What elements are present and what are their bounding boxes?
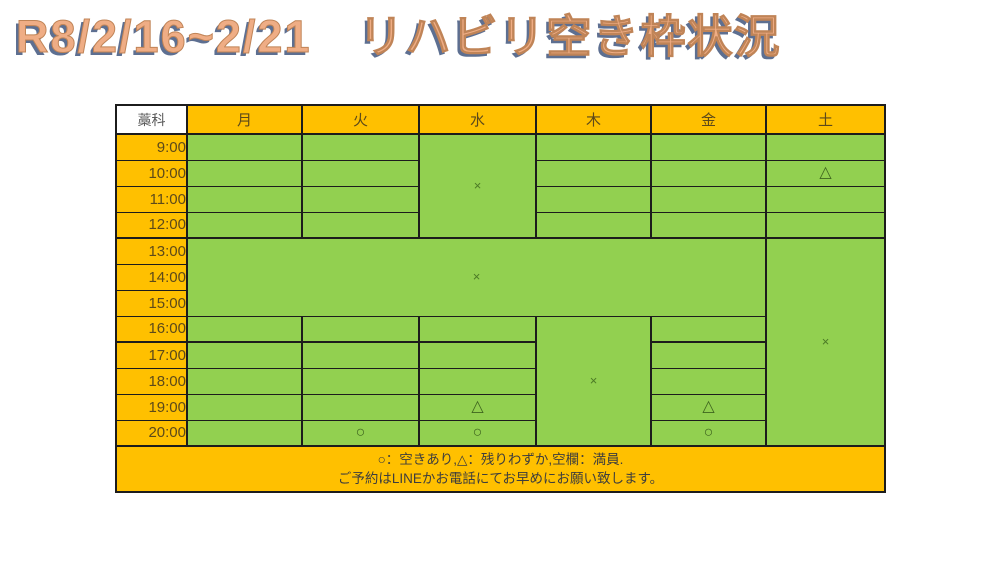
row-13:00: 13:00 × × [115, 237, 886, 447]
slot-19:00-day0 [186, 393, 303, 421]
availability-symbol: ○ [472, 423, 483, 441]
slot-10:00-day4 [650, 159, 767, 187]
time-label-10:00: 10:00 [115, 159, 188, 187]
legend-note: ○：空きあり,△：残りわずか,空欄：満員. ご予約はLINEかお電話にてお早めに… [115, 445, 886, 493]
slot-12:00-day5 [765, 211, 886, 239]
slot-12:00-day4 [650, 211, 767, 239]
slot-20:00-day0 [186, 419, 303, 447]
availability-symbol: △ [819, 164, 832, 181]
row-17:00: 17:00 [115, 341, 885, 369]
availability-symbol: △ [702, 398, 715, 415]
row-19:00: 19:00 △ △ [115, 393, 885, 421]
slot-20:00-day2: ○ [418, 419, 537, 447]
slot-9:00-day2: × [418, 133, 537, 239]
slot-19:00-day4: △ [650, 393, 767, 421]
booking-instruction-line: ご予約はLINEかお電話にてお早めにお願い致します。 [337, 471, 664, 486]
slot-17:00-day1 [301, 341, 420, 369]
row-14:00: 14:00 [115, 263, 885, 291]
availability-symbol: ○ [355, 423, 366, 441]
row-16:00: 16:00 × [115, 315, 885, 447]
schedule-table: 藁科 月火水木金土 9:00 × 10:00 △ 11:00 12:00 13:00 × × 14… [115, 104, 886, 493]
slot-18:00-day4 [650, 367, 767, 395]
time-label-18:00: 18:00 [115, 367, 188, 395]
slot-16:00-day4 [650, 315, 767, 343]
row-12:00: 12:00 [115, 211, 886, 239]
time-label-9:00: 9:00 [115, 133, 188, 161]
slot-9:00-day5 [765, 133, 886, 161]
time-label-19:00: 19:00 [115, 393, 188, 421]
slot-9:00-day3 [535, 133, 652, 161]
day-header-4: 金 [650, 104, 767, 135]
slot-18:00-day1 [301, 367, 420, 395]
legend-line: ○：空きあり,△：残りわずか,空欄：満員. [377, 452, 624, 467]
slot-12:00-day1 [301, 211, 420, 239]
slot-10:00-day5: △ [765, 159, 886, 187]
corner-label: 藁科 [115, 104, 188, 135]
time-label-20:00: 20:00 [115, 419, 188, 447]
day-header-5: 土 [765, 104, 886, 135]
slot-11:00-day4 [650, 185, 767, 213]
slot-10:00-day3 [535, 159, 652, 187]
row-20:00: 20:00 ○ ○ ○ [115, 419, 885, 447]
slot-17:00-day0 [186, 341, 303, 369]
row-10:00: 10:00 △ [115, 159, 886, 187]
availability-symbol: × [473, 178, 482, 193]
page-title: R8/2/16~2/21 リハビリ空き枠状況 [15, 11, 782, 63]
slot-18:00-day0 [186, 367, 303, 395]
day-header-2: 水 [418, 104, 537, 135]
schedule-body: 9:00 × 10:00 △ 11:00 12:00 13:00 × × 14:00 15:00 16… [115, 133, 886, 447]
slot-16:00-day3: × [535, 315, 652, 447]
slot-12:00-day3 [535, 211, 652, 239]
availability-symbol: × [472, 269, 481, 285]
row-15:00: 15:00 [115, 289, 885, 317]
slot-9:00-day1 [301, 133, 420, 161]
time-label-12:00: 12:00 [115, 211, 188, 239]
time-label-16:00: 16:00 [115, 315, 188, 343]
time-label-17:00: 17:00 [115, 341, 188, 369]
slot-9:00-day4 [650, 133, 767, 161]
slot-13:00-day5: × [765, 237, 886, 447]
time-label-14:00: 14:00 [115, 263, 188, 291]
slot-11:00-day0 [186, 185, 303, 213]
day-header-3: 木 [535, 104, 652, 135]
slot-19:00-day2: △ [418, 393, 537, 421]
time-label-13:00: 13:00 [115, 237, 188, 265]
slot-16:00-day0 [186, 315, 303, 343]
slot-17:00-day4 [650, 341, 767, 369]
slot-11:00-day3 [535, 185, 652, 213]
slot-18:00-day2 [418, 367, 537, 395]
availability-symbol: ○ [703, 423, 714, 441]
slot-17:00-day2 [418, 341, 537, 369]
slot-19:00-day1 [301, 393, 420, 421]
header-row: 藁科 月火水木金土 [115, 104, 886, 135]
slot-13:00-day0: × [186, 237, 767, 317]
availability-symbol: × [589, 372, 598, 388]
time-label-15:00: 15:00 [115, 289, 188, 317]
slot-10:00-day1 [301, 159, 420, 187]
slot-12:00-day0 [186, 211, 303, 239]
slot-10:00-day0 [186, 159, 303, 187]
slot-20:00-day4: ○ [650, 419, 767, 447]
slot-16:00-day2 [418, 315, 537, 343]
slot-16:00-day1 [301, 315, 420, 343]
slot-9:00-day0 [186, 133, 303, 161]
row-18:00: 18:00 [115, 367, 885, 395]
day-header-1: 火 [301, 104, 420, 135]
row-9:00: 9:00 × [115, 133, 886, 239]
day-header-0: 月 [186, 104, 303, 135]
availability-symbol: △ [471, 398, 484, 415]
slot-20:00-day1: ○ [301, 419, 420, 447]
footer-row: ○：空きあり,△：残りわずか,空欄：満員. ご予約はLINEかお電話にてお早めに… [115, 445, 886, 493]
time-label-11:00: 11:00 [115, 185, 188, 213]
slot-11:00-day5 [765, 185, 886, 213]
slot-11:00-day1 [301, 185, 420, 213]
availability-symbol: × [821, 334, 830, 349]
